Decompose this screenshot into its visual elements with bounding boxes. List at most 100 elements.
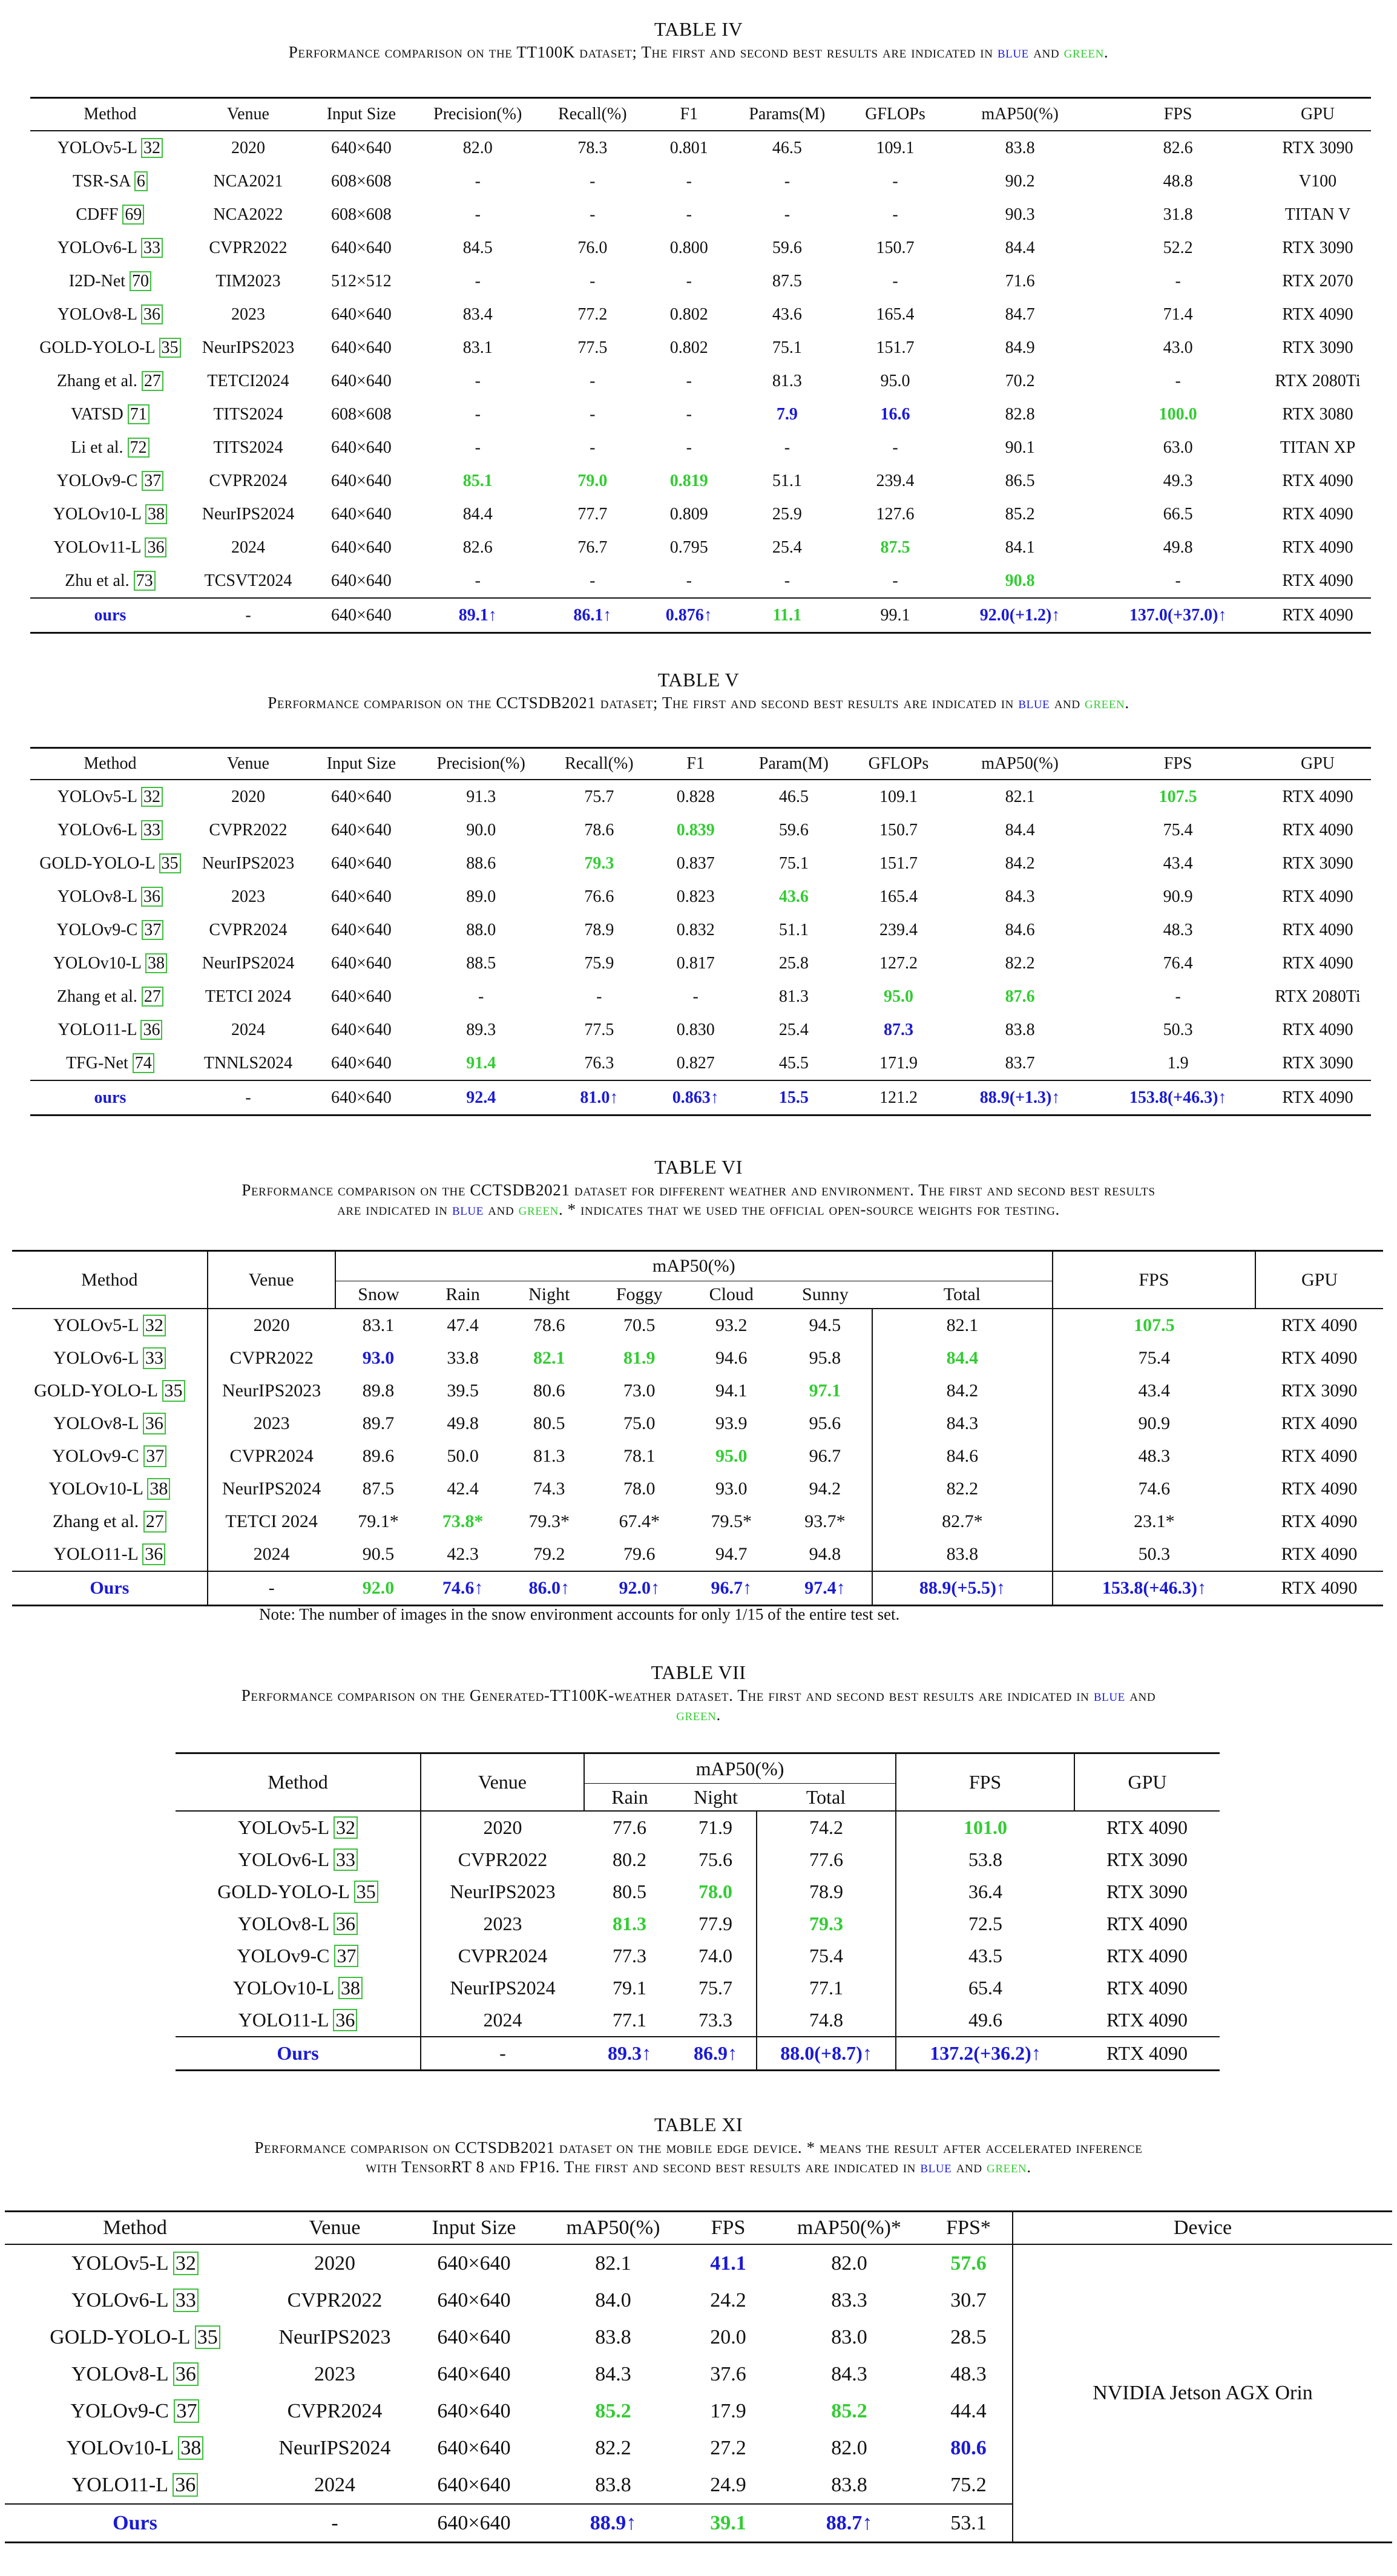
table-cell: RTX 4090 bbox=[1282, 953, 1353, 973]
table-cell: 17.9 bbox=[710, 2399, 746, 2422]
citation-link[interactable]: 36 bbox=[173, 2362, 199, 2387]
table-cell: NeurIPS2023 bbox=[278, 2325, 391, 2348]
table-cell: 95.8 bbox=[778, 1342, 873, 1375]
citation-link[interactable]: 37 bbox=[142, 919, 164, 941]
citation-link[interactable]: 36 bbox=[333, 2008, 358, 2032]
citation-link[interactable]: 72 bbox=[127, 437, 150, 458]
citation-link[interactable]: 35 bbox=[159, 337, 181, 358]
table-cell: 84.7 bbox=[1005, 304, 1035, 324]
table-cell: 86.5 bbox=[1005, 471, 1035, 490]
citation-link[interactable]: 36 bbox=[142, 1413, 166, 1434]
table-cell: 640×640 bbox=[306, 597, 416, 633]
table-cell: RTX 2070 bbox=[1282, 271, 1353, 291]
table-cell: 95.0 bbox=[715, 1446, 748, 1466]
table-cell: - bbox=[892, 571, 898, 590]
citation-link[interactable]: 32 bbox=[142, 1315, 166, 1336]
method-name: YOLOv9-C bbox=[56, 920, 138, 939]
table-4-caption: Performance comparison on the TT100K dat… bbox=[288, 43, 1109, 61]
table-row: YOLOv11-L 36 2024 640×640 82.6 76.7 0.795 25.4… bbox=[30, 531, 1371, 564]
table-cell: - bbox=[892, 271, 898, 291]
table-row-ours: Ours -92.0 74.6↑ 86.0↑ 92.0↑ 96.7↑ 97.4↑ 88.9(+… bbox=[12, 1571, 1383, 1606]
citation-link[interactable]: 37 bbox=[174, 2399, 200, 2423]
citation-link[interactable]: 32 bbox=[140, 137, 163, 159]
citation-link[interactable]: 69 bbox=[122, 204, 145, 225]
table-cell: 0.828 bbox=[676, 787, 715, 806]
citation-link[interactable]: 27 bbox=[141, 370, 163, 392]
table-cell: - bbox=[686, 371, 692, 390]
table-cell: 76.6 bbox=[584, 887, 614, 906]
table-cell: RTX 4090 bbox=[1281, 1413, 1358, 1433]
table-cell: 512×512 bbox=[330, 271, 392, 291]
col-header: Precision(%) bbox=[416, 97, 539, 131]
citation-link[interactable]: 33 bbox=[173, 2288, 199, 2313]
table-row: YOLOv5-L 32 2020 640×640 82.0 78.3 0.801 46.5 1… bbox=[30, 131, 1371, 165]
table-cell: 88.6 bbox=[466, 853, 496, 873]
table-cell: 78.1 bbox=[623, 1446, 656, 1466]
citation-link[interactable]: 33 bbox=[140, 237, 163, 258]
table-cell: 84.5 bbox=[462, 238, 493, 257]
table-cell: V100 bbox=[1298, 171, 1337, 191]
citation-link[interactable]: 32 bbox=[333, 1816, 358, 1839]
table-cell: 78.0 bbox=[623, 1479, 656, 1499]
citation-link[interactable]: 33 bbox=[333, 1848, 358, 1871]
citation-link[interactable]: 36 bbox=[173, 2472, 199, 2497]
table-cell: 84.3 bbox=[872, 1407, 1053, 1440]
col-header: FPS bbox=[1091, 97, 1265, 131]
citation-link[interactable]: 35 bbox=[194, 2325, 220, 2350]
method-name: GOLD-YOLO-L bbox=[39, 853, 155, 873]
col-header: Method bbox=[5, 2211, 265, 2245]
citation-link[interactable]: 71 bbox=[127, 404, 150, 425]
table-cell: 67.4* bbox=[619, 1511, 660, 1531]
citation-link[interactable]: 35 bbox=[353, 1880, 378, 1904]
citation-link[interactable]: 36 bbox=[142, 1543, 166, 1565]
citation-link[interactable]: 37 bbox=[143, 1445, 167, 1467]
citation-link[interactable]: 36 bbox=[140, 304, 163, 325]
citation-link[interactable]: 32 bbox=[173, 2251, 199, 2276]
citation-link[interactable]: 36 bbox=[140, 886, 163, 907]
table-cell: RTX 4090 bbox=[1281, 1446, 1358, 1466]
citation-link[interactable]: 27 bbox=[143, 1511, 166, 1533]
method-name: YOLO11-L bbox=[58, 1020, 137, 1039]
method-cell: I2D-Net 70 bbox=[30, 264, 190, 298]
method-cell: TFG-Net 74 bbox=[30, 1046, 190, 1080]
citation-link[interactable]: 33 bbox=[142, 1347, 166, 1369]
citation-link[interactable]: 27 bbox=[141, 986, 163, 1007]
table-cell: 81.3 bbox=[613, 1913, 646, 1934]
citation-link[interactable]: 37 bbox=[334, 1944, 359, 1968]
table-cell: 74.6↑ bbox=[421, 1571, 504, 1606]
citation-link[interactable]: 38 bbox=[178, 2436, 204, 2460]
table-cell: 640×640 bbox=[330, 853, 392, 873]
table-cell: - bbox=[892, 438, 898, 457]
col-header: Venue bbox=[189, 97, 307, 131]
citation-link[interactable]: 38 bbox=[147, 1478, 171, 1500]
method-cell: YOLOv9-C 37 bbox=[5, 2393, 265, 2430]
citation-link[interactable]: 36 bbox=[145, 537, 167, 558]
citation-link[interactable]: 35 bbox=[162, 1380, 185, 1402]
table-cell: 82.1 bbox=[872, 1309, 1053, 1342]
citation-link[interactable]: 32 bbox=[140, 786, 163, 807]
citation-link[interactable]: 38 bbox=[145, 504, 167, 525]
citation-link[interactable]: 36 bbox=[140, 1019, 163, 1040]
citation-link[interactable]: 33 bbox=[140, 820, 163, 841]
table-cell: 83.1 bbox=[462, 338, 493, 357]
citation-link[interactable]: 6 bbox=[134, 171, 148, 192]
citation-link[interactable]: 37 bbox=[142, 470, 164, 491]
citation-link[interactable]: 35 bbox=[159, 853, 181, 874]
table-cell: RTX 4090 bbox=[1281, 1544, 1358, 1564]
citation-link[interactable]: 38 bbox=[145, 953, 167, 974]
table-cell: 48.8 bbox=[1163, 171, 1193, 191]
table-row: YOLOv8-L 36 2023 81.3 77.9 79.3 72.5 RTX 4090 bbox=[176, 1908, 1220, 1940]
col-header: Device bbox=[1013, 2211, 1392, 2245]
citation-link[interactable]: 36 bbox=[333, 1912, 358, 1936]
table-cell: - bbox=[590, 438, 596, 457]
citation-link[interactable]: 38 bbox=[338, 1976, 363, 2000]
citation-link[interactable]: 73 bbox=[133, 570, 156, 591]
col-header: Total bbox=[872, 1281, 1053, 1309]
method-cell: YOLOv6-L 33 bbox=[30, 813, 190, 847]
citation-link[interactable]: 70 bbox=[130, 271, 152, 292]
citation-link[interactable]: 74 bbox=[132, 1053, 154, 1074]
table-row-ours: Ours -89.3↑ 86.9↑ 88.0(+8.7)↑ 137.2(+36.2)↑ R… bbox=[176, 2036, 1220, 2071]
table-cell: 640×640 bbox=[330, 953, 392, 973]
method-cell-ours: ours bbox=[30, 597, 190, 633]
table-cell: - bbox=[686, 271, 692, 291]
